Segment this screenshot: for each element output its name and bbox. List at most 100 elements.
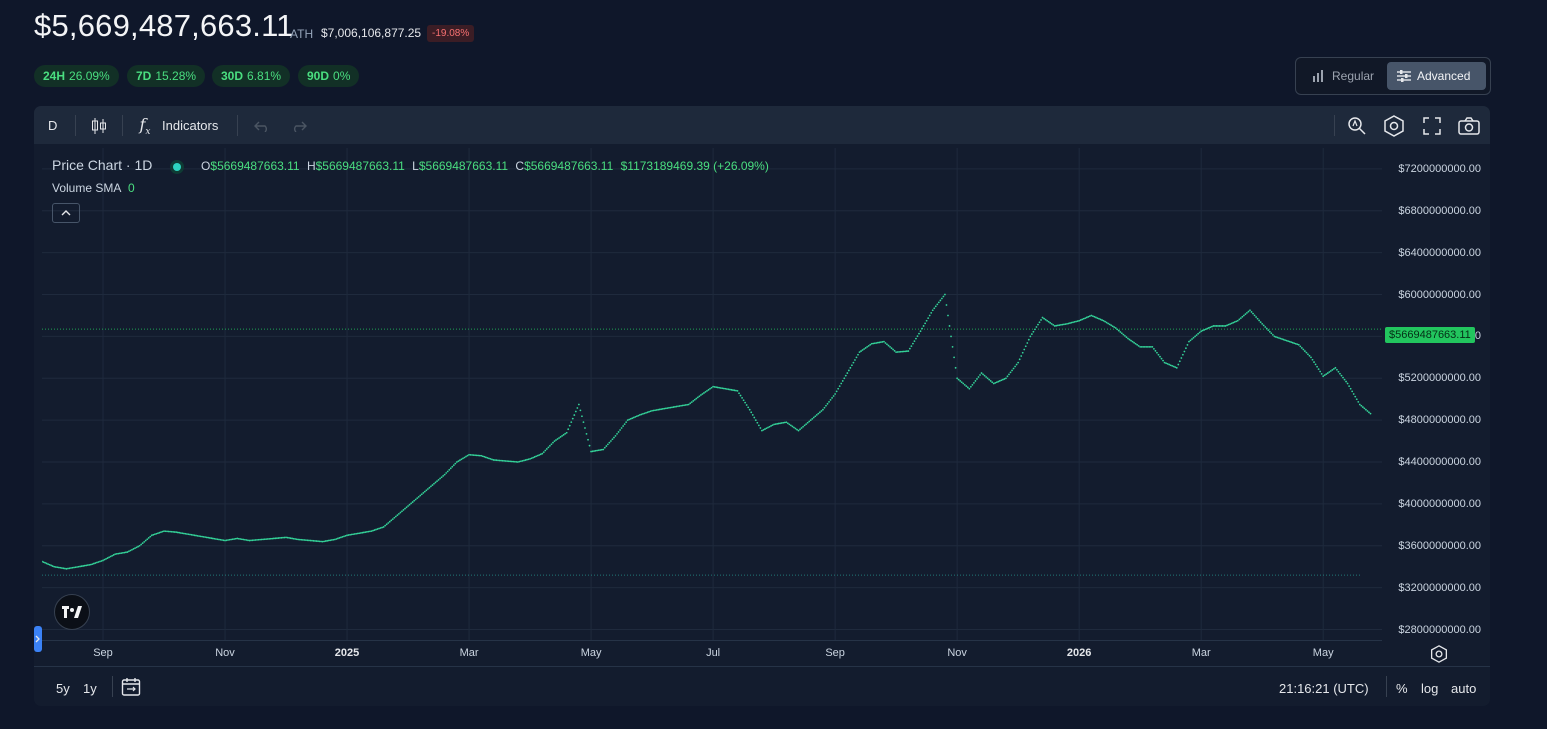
interval-button[interactable]: D	[48, 118, 58, 133]
price-point	[905, 350, 908, 353]
price-point	[250, 539, 252, 542]
price-point	[1293, 342, 1296, 345]
price-point	[1149, 345, 1152, 348]
indicators-button[interactable]: Indicators	[162, 118, 219, 133]
undo-icon[interactable]	[251, 115, 273, 137]
price-point	[591, 450, 594, 453]
price-point	[728, 388, 731, 391]
price-point	[608, 441, 611, 444]
price-point	[430, 485, 432, 488]
price-point	[1209, 326, 1212, 329]
price-point	[887, 344, 890, 347]
price-point	[1273, 335, 1276, 338]
camera-icon[interactable]	[1458, 115, 1480, 137]
advanced-view-button[interactable]: Advanced	[1387, 62, 1486, 90]
percent-scale-toggle[interactable]: %	[1396, 681, 1408, 696]
price-point	[617, 431, 620, 433]
plot-area[interactable]	[42, 148, 1382, 640]
log-scale-toggle[interactable]: log	[1421, 681, 1439, 696]
price-point	[149, 535, 152, 538]
volume-legend: Volume SMA 0	[52, 181, 135, 195]
price-point	[773, 423, 776, 426]
price-point	[1102, 319, 1105, 322]
price-point	[1137, 344, 1140, 347]
price-point	[1221, 325, 1224, 327]
period-30d: 30D 6.81%	[212, 65, 291, 87]
clock-utc[interactable]: 21:16:21 (UTC)	[1279, 681, 1369, 696]
price-point	[231, 538, 234, 541]
price-point	[80, 565, 83, 568]
price-point	[852, 361, 855, 364]
price-point	[568, 424, 571, 427]
range-1y-button[interactable]: 1y	[83, 681, 97, 696]
price-point	[1302, 348, 1305, 351]
tradingview-logo[interactable]	[54, 594, 90, 630]
y-axis[interactable]: $7200000000.00 $6800000000.00 $6400000000.…	[1382, 148, 1490, 640]
price-point	[1026, 342, 1029, 344]
range-5y-button[interactable]: 5y	[56, 681, 70, 696]
quick-search-icon[interactable]	[1346, 115, 1368, 137]
price-point	[327, 539, 330, 542]
price-point	[861, 349, 864, 351]
price-point	[675, 405, 678, 408]
price-point	[242, 538, 245, 541]
x-axis[interactable]: Sep Nov 2025 Mar May Jul Sep Nov 2026 Mar May	[42, 640, 1448, 667]
price-point	[1241, 315, 1244, 318]
function-icon[interactable]: fx	[139, 114, 151, 138]
price-point	[369, 530, 371, 533]
price-point	[131, 548, 133, 551]
close-label: C	[515, 159, 525, 173]
price-point	[777, 422, 780, 425]
price-point	[944, 293, 946, 296]
price-point	[518, 460, 521, 463]
price-point	[388, 520, 391, 523]
price-point	[973, 381, 975, 384]
price-point	[367, 530, 370, 533]
price-point	[1079, 319, 1082, 321]
candlestick-icon[interactable]	[88, 115, 110, 137]
price-point	[521, 459, 524, 462]
side-panel-handle[interactable]	[34, 626, 42, 652]
price-point	[838, 385, 841, 388]
volume-sma-value: 0	[128, 181, 135, 195]
price-point	[1072, 321, 1074, 324]
settings-icon[interactable]	[1383, 115, 1405, 137]
price-point	[422, 492, 425, 494]
date-range-icon[interactable]	[121, 677, 141, 697]
price-point	[704, 391, 707, 393]
regular-view-button[interactable]: Regular	[1302, 62, 1384, 90]
legend-dot-icon[interactable]	[169, 159, 184, 174]
price-point	[318, 540, 321, 543]
price-point	[750, 411, 753, 414]
price-point	[308, 539, 310, 542]
price-point	[1271, 333, 1274, 336]
price-point	[536, 454, 539, 457]
price-point	[947, 314, 949, 317]
price-point	[573, 414, 576, 416]
price-point	[269, 537, 272, 540]
price-point	[1114, 327, 1117, 329]
price-point	[484, 456, 487, 459]
auto-scale-toggle[interactable]: auto	[1451, 681, 1477, 696]
price-point	[285, 536, 287, 539]
price-point	[1242, 314, 1245, 317]
axis-settings-icon[interactable]	[1430, 645, 1448, 663]
price-point	[224, 539, 226, 542]
price-point	[1252, 312, 1254, 315]
price-point	[658, 408, 661, 411]
price-point	[355, 532, 358, 535]
price-point	[279, 537, 281, 539]
price-point	[960, 381, 963, 384]
price-point	[818, 411, 821, 414]
price-point	[761, 429, 763, 432]
price-point	[556, 438, 559, 440]
y-tick-label: $4800000000.00	[1398, 414, 1481, 427]
collapse-legend-button[interactable]	[52, 203, 80, 223]
price-point	[416, 497, 419, 500]
price-point	[899, 350, 902, 353]
price-point	[204, 536, 207, 539]
redo-icon[interactable]	[288, 115, 310, 137]
fullscreen-icon[interactable]	[1421, 115, 1443, 137]
price-point	[596, 449, 599, 452]
price-point	[786, 422, 789, 425]
